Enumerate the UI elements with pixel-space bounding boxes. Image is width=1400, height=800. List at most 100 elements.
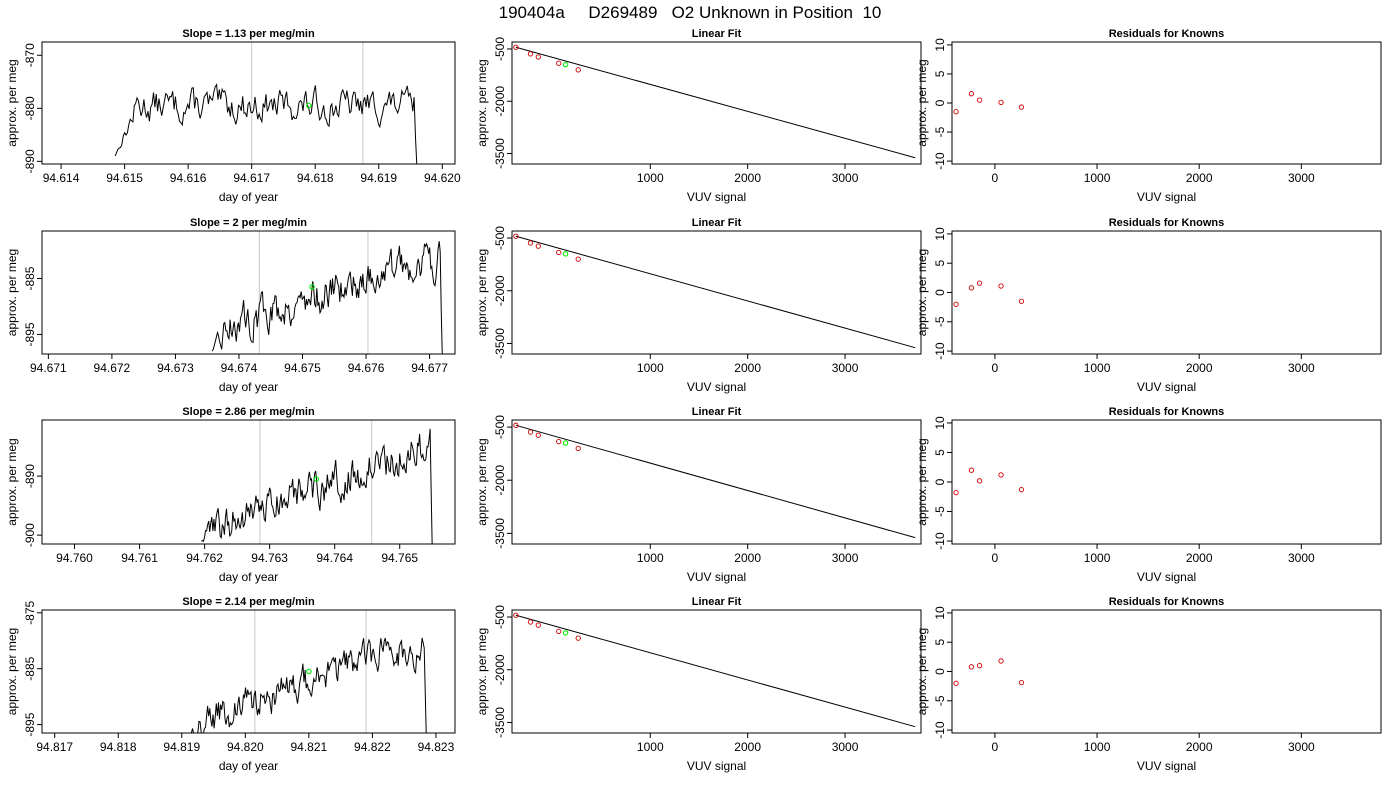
signal-trace [190, 637, 427, 733]
x-tick-label: 94.619 [360, 171, 397, 185]
y-tick-label: -10 [933, 152, 947, 170]
plot-area [513, 612, 916, 728]
x-tick-label: 94.617 [233, 171, 270, 185]
x-tick-label: 2000 [734, 171, 761, 185]
known-point [535, 622, 541, 628]
x-tick-label: 0 [992, 740, 999, 754]
y-tick-label: 10 [933, 38, 947, 52]
y-tick-label: -3500 [493, 138, 507, 169]
plot-frame [511, 609, 922, 734]
known-point [998, 283, 1004, 289]
known-point [556, 249, 562, 256]
y-tick-label: -10 [933, 721, 947, 739]
x-tick-label: 94.764 [316, 551, 353, 565]
y-tick-label: 10 [933, 416, 947, 430]
panel-r2-trace: Slope = 2 per meg/min 94.671 94.672 94.673 9… [5, 217, 456, 394]
x-tick-label: 2000 [734, 740, 761, 754]
y-tick-label: -3500 [493, 707, 507, 738]
x-axis-label: VUV signal [687, 570, 746, 584]
panel-title: Linear Fit [692, 596, 742, 608]
plot-area [513, 422, 916, 539]
plot-frame [511, 230, 922, 355]
known-point [527, 429, 534, 435]
fit-line [515, 424, 916, 539]
y-axis-label: approx. per meg [915, 59, 929, 146]
known-point [527, 240, 534, 246]
panel-title: Residuals for Knowns [1109, 596, 1225, 608]
x-tick-label: 94.819 [163, 740, 200, 754]
panel-title: Slope = 1.13 per meg/min [182, 28, 315, 40]
x-tick-label: 2000 [734, 551, 761, 565]
known-point [1018, 298, 1025, 304]
known-point [513, 233, 519, 239]
panel-r3-trace: Slope = 2.86 per meg/min 94.760 94.761 94.7… [5, 406, 456, 584]
x-axis-label: VUV signal [1137, 759, 1196, 773]
panel-title: Linear Fit [692, 28, 742, 40]
unknown-point [562, 440, 569, 446]
known-point [953, 301, 959, 307]
y-tick-label: -5 [933, 126, 947, 137]
x-axis-label: VUV signal [687, 380, 746, 394]
known-point [1018, 487, 1025, 493]
x-tick-label: 2000 [1186, 361, 1213, 375]
plot-frame [41, 41, 456, 165]
known-point [976, 97, 983, 103]
y-tick-label: 0 [933, 668, 947, 675]
plot-area [953, 658, 1025, 686]
known-point [968, 664, 975, 670]
panel-title: Residuals for Knowns [1109, 28, 1225, 40]
panel-title: Slope = 2.86 per meg/min [182, 406, 315, 418]
x-tick-label: 94.677 [411, 361, 448, 375]
y-axis-label: approx. per meg [915, 438, 929, 525]
known-point [953, 680, 959, 686]
x-tick-label: 0 [992, 551, 999, 565]
y-tick-label: -10 [933, 532, 947, 550]
x-tick-label: 3000 [832, 551, 859, 565]
y-tick-label: -5 [933, 695, 947, 706]
unknown-point [306, 668, 312, 675]
plot-frame [951, 41, 1382, 165]
known-point [556, 438, 562, 445]
plot-area [513, 44, 916, 159]
known-point [575, 67, 581, 73]
x-tick-label: 94.760 [56, 551, 93, 565]
signal-trace [114, 83, 418, 164]
y-tick-label: -5 [933, 506, 947, 517]
y-axis-label: approx. per meg [475, 249, 489, 336]
x-tick-label: 94.822 [354, 740, 391, 754]
x-tick-label: 94.823 [418, 740, 455, 754]
x-axis-label: day of year [219, 190, 278, 204]
y-axis-label: approx. per meg [475, 438, 489, 525]
known-point [1018, 104, 1025, 110]
known-point [527, 51, 534, 57]
y-tick-label: 0 [933, 289, 947, 296]
x-tick-label: 94.614 [43, 171, 80, 185]
panel-r4-trace: Slope = 2.14 per meg/min 94.817 94.818 94.8… [5, 596, 456, 773]
x-tick-label: 94.820 [227, 740, 264, 754]
y-axis-label: approx. per meg [475, 628, 489, 715]
known-point [998, 658, 1004, 664]
plot-area [953, 280, 1025, 307]
x-tick-label: 3000 [832, 361, 859, 375]
plot-frame [951, 230, 1382, 355]
y-tick-label: -2000 [493, 654, 507, 685]
panel-title: Residuals for Knowns [1109, 406, 1225, 418]
x-tick-label: 94.618 [297, 171, 334, 185]
panel-title: Slope = 2 per meg/min [190, 217, 307, 229]
fit-line [515, 614, 916, 728]
plot-frame [511, 419, 922, 545]
y-tick-label: -3500 [493, 518, 507, 549]
y-tick-label: -2000 [493, 275, 507, 306]
x-tick-label: 94.761 [121, 551, 158, 565]
panel-r3-fit: Linear Fit 1000 2000 3000 -500 -2000 -3500 VUV … [475, 406, 922, 584]
fit-line [515, 235, 916, 349]
y-axis-label: approx. per meg [5, 249, 19, 336]
y-tick-label: -890 [23, 149, 37, 173]
x-tick-label: 1000 [1084, 740, 1111, 754]
y-tick-label: 5 [933, 449, 947, 456]
panel-r1-trace: Slope = 1.13 per meg/min 94.614 94.615 94.6… [5, 28, 461, 204]
known-point [556, 60, 562, 66]
unknown-point [313, 476, 320, 482]
known-point [976, 280, 983, 286]
x-tick-label: 94.676 [348, 361, 385, 375]
